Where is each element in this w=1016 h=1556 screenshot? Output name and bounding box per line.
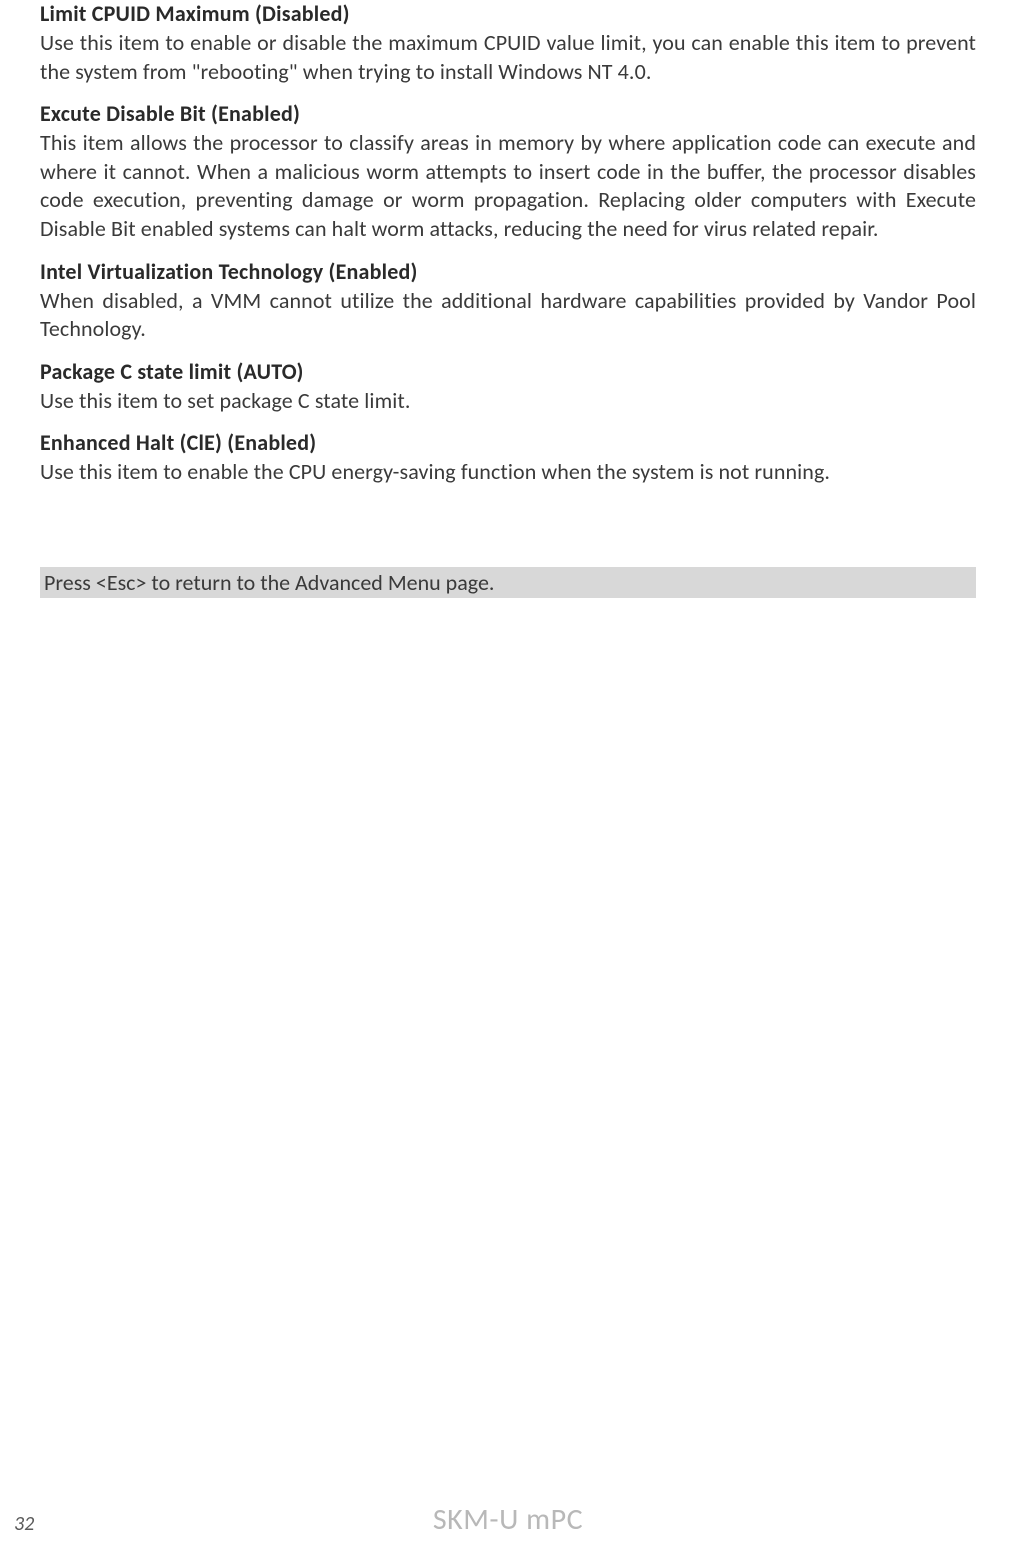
page-footer: 32 SKM-U mPC	[0, 1501, 1016, 1538]
section-body: Use this item to set package C state lim…	[40, 387, 976, 416]
page-number: 32	[14, 1512, 34, 1536]
section-intel-virtualization: Intel Virtualization Technology (Enabled…	[40, 258, 976, 344]
section-package-c-state: Package C state limit (AUTO) Use this it…	[40, 358, 976, 416]
footer-title: SKM-U mPC	[433, 1501, 583, 1538]
section-heading: Excute Disable Bit (Enabled)	[40, 100, 976, 127]
section-heading: Enhanced Halt (ClE) (Enabled)	[40, 429, 976, 456]
section-heading: Package C state limit (AUTO)	[40, 358, 976, 385]
section-enhanced-halt: Enhanced Halt (ClE) (Enabled) Use this i…	[40, 429, 976, 487]
section-heading: Limit CPUID Maximum (Disabled)	[40, 0, 976, 27]
page-content: Limit CPUID Maximum (Disabled) Use this …	[40, 0, 976, 598]
section-heading: Intel Virtualization Technology (Enabled…	[40, 258, 976, 285]
section-body: Use this item to enable or disable the m…	[40, 29, 976, 86]
section-limit-cpuid: Limit CPUID Maximum (Disabled) Use this …	[40, 0, 976, 86]
section-body: When disabled, a VMM cannot utilize the …	[40, 287, 976, 344]
section-body: Use this item to enable the CPU energy-s…	[40, 458, 976, 487]
section-execute-disable-bit: Excute Disable Bit (Enabled) This item a…	[40, 100, 976, 243]
esc-note: Press <Esc> to return to the Advanced Me…	[40, 567, 976, 598]
section-body: This item allows the processor to classi…	[40, 129, 976, 243]
